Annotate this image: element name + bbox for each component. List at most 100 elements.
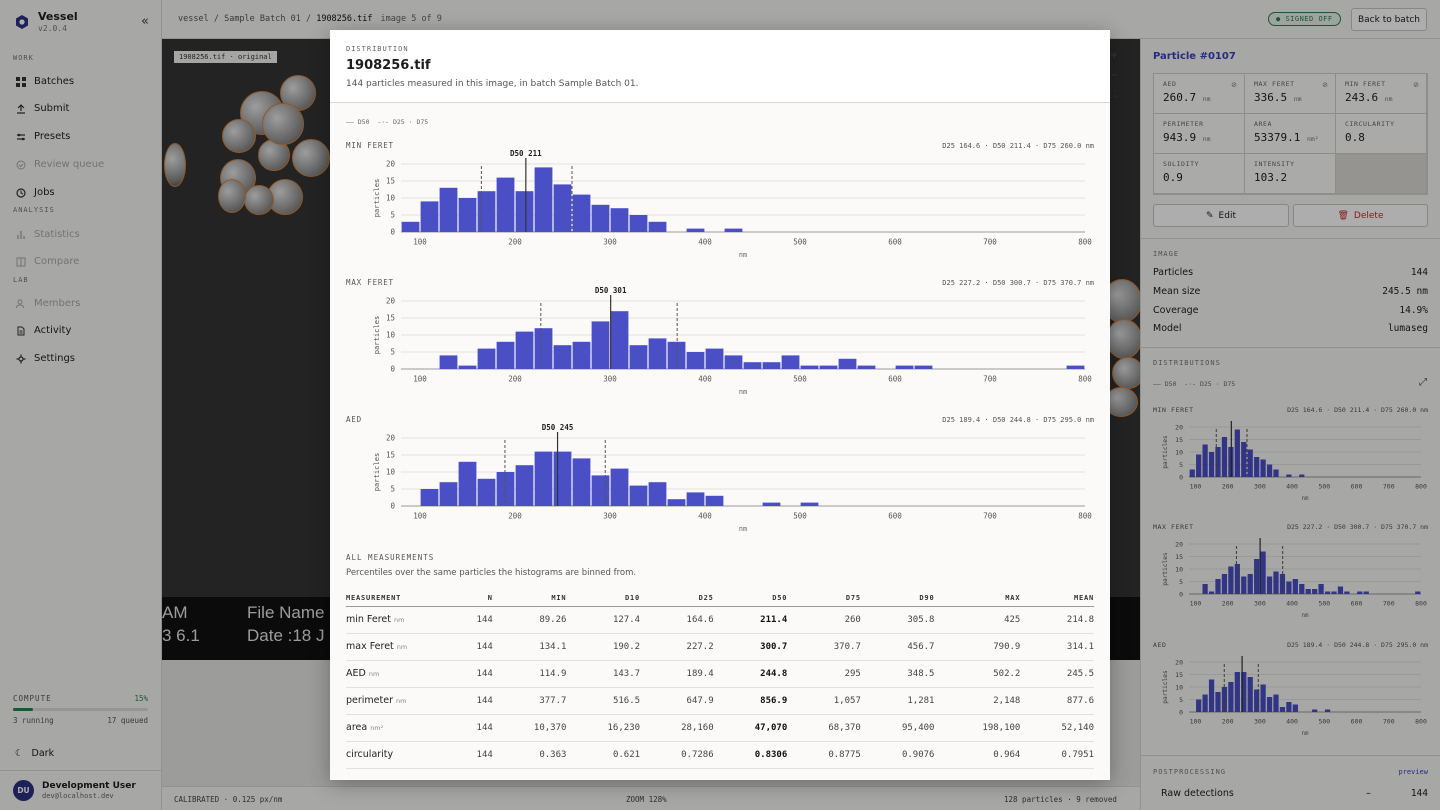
sidebar-item-review-queue[interactable]: Review queue (16, 159, 104, 170)
table-cell: 89.26 (492, 606, 567, 634)
delete-button[interactable]: 🗑 Delete (1293, 204, 1428, 227)
postprocessing-row: Raw detections – 144 (1161, 788, 1428, 799)
sidebar-item-statistics[interactable]: Statistics (16, 229, 80, 240)
y-tick-label: 20 (386, 434, 396, 443)
table-cell: 370.7 (787, 633, 861, 661)
table-cell: 245.5 (1020, 660, 1094, 688)
particle[interactable] (164, 143, 186, 187)
y-tick-label: 20 (1175, 659, 1183, 667)
metric-value: 103.2 (1254, 171, 1288, 184)
user-menu[interactable]: DU Development User dev@localhost.dev (0, 770, 161, 810)
brand[interactable]: Vessel v2.0.4 (14, 10, 78, 33)
y-tick-label: 10 (386, 194, 396, 203)
histogram-bar (667, 341, 686, 369)
histogram-bar (477, 348, 496, 369)
column-header: MAX (934, 590, 1021, 607)
particle[interactable] (1112, 357, 1140, 389)
measurement-unit: nm² (370, 724, 384, 732)
all-measurements-heading: ALL MEASUREMENTS (346, 553, 435, 562)
particle[interactable] (244, 185, 274, 215)
eye-off-icon[interactable]: ⊘ (1322, 81, 1328, 89)
y-tick-label: 5 (390, 348, 395, 357)
histogram-bar (1234, 564, 1240, 594)
x-tick-label: 200 (508, 375, 522, 384)
zoom-out-icon[interactable]: − (1110, 70, 1119, 81)
sidebar-item-presets[interactable]: Presets (16, 131, 70, 142)
preview-link[interactable]: preview (1398, 768, 1428, 776)
section-work: WORK (13, 54, 34, 62)
histogram-bar (439, 355, 458, 369)
crumb-batch[interactable]: Sample Batch 01 (224, 14, 301, 24)
histogram-bar (781, 355, 800, 369)
collapse-sidebar-icon[interactable]: « (141, 14, 149, 29)
particle[interactable] (222, 119, 256, 153)
crumb-root[interactable]: vessel (178, 14, 209, 24)
column-header: D50 (713, 590, 788, 607)
table-cell: 144 (456, 741, 493, 769)
histogram-bar (610, 208, 629, 232)
sidebar-item-compare[interactable]: Compare (16, 256, 79, 267)
d50-label: D50 301 (595, 287, 627, 295)
chart-stats: D25 227.2 · D50 300.7 · D75 370.7 nm (942, 279, 1094, 287)
histogram-bar (1299, 584, 1305, 594)
y-axis-label: particles (372, 453, 381, 492)
back-to-batch-button[interactable]: Back to batch (1351, 8, 1427, 31)
x-axis-label: nm (1301, 496, 1309, 502)
x-tick-label: 700 (983, 238, 997, 247)
histogram-bar (1247, 449, 1253, 477)
table-cell: 2,148 (934, 687, 1021, 715)
particle[interactable] (292, 139, 330, 177)
compute-bar-fill (13, 708, 34, 711)
histogram-bar (667, 499, 686, 506)
eye-off-icon[interactable]: ⊘ (1231, 81, 1237, 89)
sidebar-item-members[interactable]: Members (16, 298, 80, 309)
measurements-table: MEASUREMENT N MIN D10 D25 D50 D75 D90 MAX MEAN mi… (346, 590, 1094, 769)
x-axis-label: nm (739, 251, 747, 259)
histogram-max-feret: 0 5 10 15 20 100 200 300 400 500 600 700 800 nm partic… (372, 287, 1092, 396)
sidebar-item-jobs[interactable]: Jobs (16, 187, 55, 198)
sidebar-item-activity[interactable]: Activity (16, 325, 71, 336)
table-cell: 164.6 (640, 606, 714, 634)
eye-off-icon[interactable]: ⊘ (1413, 81, 1419, 89)
histogram-bar (1254, 457, 1260, 477)
particle[interactable] (218, 179, 246, 213)
y-tick-label: 0 (1179, 591, 1183, 599)
zoom-in-icon[interactable]: + (1110, 50, 1119, 61)
compare-icon (16, 257, 26, 266)
histogram-bar (724, 228, 743, 232)
expand-icon[interactable]: ⤢ (1419, 377, 1427, 388)
image-row-value: 245.5 nm (1382, 286, 1428, 297)
table-cell: 52,140 (1020, 714, 1094, 742)
table-cell: 0.8775 (787, 741, 861, 769)
x-tick-label: 100 (1190, 718, 1202, 726)
histogram-bar (1273, 694, 1279, 712)
particle[interactable] (262, 103, 304, 145)
y-tick-label: 5 (390, 485, 395, 494)
fit-icon[interactable]: ⛶ (1110, 90, 1117, 100)
metric-cell: PERIMETER 943.9 nm (1154, 114, 1245, 154)
status-badge: ● SIGNED OFF (1268, 12, 1341, 26)
table-cell: 211.4 (713, 606, 788, 634)
sidebar-item-batches[interactable]: Batches (16, 76, 74, 87)
histogram-bar (534, 328, 553, 369)
histogram-bar (553, 451, 572, 506)
edit-button[interactable]: ✎ Edit (1153, 204, 1289, 227)
table-cell: 348.5 (860, 660, 935, 688)
x-tick-label: 300 (1254, 483, 1266, 491)
y-tick-label: 10 (1175, 566, 1183, 574)
modal-subtitle: 144 particles measured in this image, in… (346, 79, 639, 89)
sidebar-item-settings[interactable]: Settings (16, 353, 75, 364)
sidebar: Vessel v2.0.4 « WORK Batches Submit Pres… (0, 0, 162, 810)
table-cell: 144 (456, 606, 493, 634)
metric-label: AREA (1254, 120, 1273, 128)
d50-label: D50 211 (510, 150, 542, 158)
histogram-bar (1196, 699, 1202, 712)
theme-toggle[interactable]: ☾ Dark (15, 748, 54, 759)
measurement-name: area nm² (346, 714, 456, 742)
histogram-bar (762, 362, 781, 369)
histogram-bar (1331, 591, 1337, 594)
sidebar-item-submit[interactable]: Submit (16, 103, 69, 114)
compute-meter: COMPUTE 15% 3 running 17 queued (13, 694, 148, 725)
histogram-bar (591, 475, 610, 506)
